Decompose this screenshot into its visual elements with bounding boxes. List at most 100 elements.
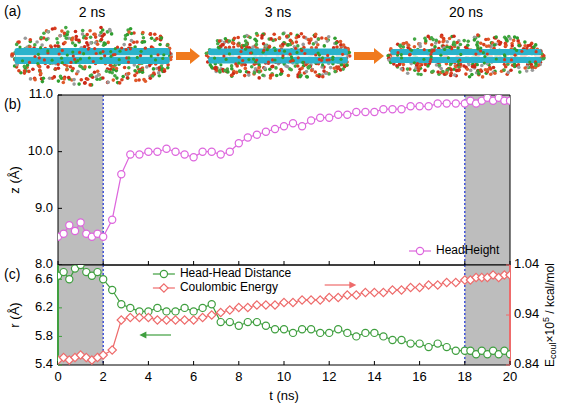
legend-marker (416, 247, 423, 254)
atom (335, 41, 339, 45)
x-tick (464, 261, 465, 265)
atom (62, 81, 66, 85)
atom (160, 36, 164, 40)
snapshot (205, 31, 352, 79)
snapshot-label: 3 ns (265, 4, 291, 20)
data-point (299, 123, 306, 130)
atom (10, 52, 14, 56)
atom (302, 35, 306, 39)
axis-arrow-head (349, 282, 356, 289)
atom (406, 67, 410, 71)
legend: HeadHeight (409, 243, 500, 257)
data-point (136, 151, 143, 158)
y2-axis-title-part: / kcal/mol (543, 263, 557, 317)
atom (523, 40, 527, 44)
data-point (325, 293, 333, 301)
atom (429, 60, 432, 63)
data-point (208, 301, 215, 308)
atom (248, 36, 252, 40)
atom (149, 32, 153, 36)
data-point (198, 313, 206, 321)
atom (423, 69, 427, 73)
atom (78, 51, 81, 54)
atom (281, 32, 285, 36)
atom (509, 68, 513, 72)
atom (476, 47, 479, 50)
atom (260, 34, 264, 38)
atom (445, 71, 449, 75)
atom (430, 50, 433, 53)
atom (413, 37, 417, 41)
atom (245, 43, 249, 47)
atom (93, 33, 97, 37)
atom (441, 70, 445, 74)
atom (90, 41, 94, 45)
atom (289, 53, 292, 56)
data-point (226, 148, 233, 155)
data-point (344, 329, 351, 336)
y2-tick (506, 365, 510, 366)
data-point (253, 131, 260, 138)
data-point (190, 308, 197, 315)
x-tick (103, 361, 104, 365)
atom (83, 81, 87, 85)
atom (247, 73, 251, 77)
atom (127, 66, 131, 70)
atom (127, 30, 131, 34)
atom (339, 40, 343, 44)
atom (455, 41, 459, 45)
data-point (144, 313, 152, 321)
atom (88, 83, 92, 87)
atom (65, 68, 69, 72)
atom (479, 49, 482, 52)
data-point (60, 269, 67, 276)
atom (479, 42, 483, 46)
atom (66, 54, 69, 57)
legend-label: HeadHeight (436, 243, 500, 257)
atom (525, 47, 528, 50)
atom (75, 38, 79, 42)
atom (98, 78, 102, 82)
atom (530, 65, 534, 69)
atom (510, 58, 513, 61)
atom (532, 45, 536, 49)
data-point (335, 111, 342, 118)
atom (295, 40, 299, 44)
data-point (180, 316, 188, 324)
atom (70, 38, 74, 42)
atom (398, 44, 402, 48)
atom (72, 55, 75, 58)
atom (236, 36, 240, 40)
atom (121, 75, 125, 79)
atom (314, 32, 318, 36)
atom (279, 73, 283, 77)
atom (341, 67, 345, 71)
data-point (244, 303, 252, 311)
x-tick (510, 261, 511, 265)
atom (508, 37, 512, 41)
atom (145, 65, 149, 69)
atom (300, 49, 303, 52)
atom (480, 64, 484, 68)
atom (93, 47, 96, 50)
atom (29, 38, 33, 42)
atom (67, 76, 71, 80)
data-point (289, 329, 296, 336)
atom (219, 63, 222, 66)
y2-axis-title-part: coul (548, 342, 558, 359)
atom (290, 55, 293, 58)
data-point (118, 171, 125, 178)
atom (150, 55, 153, 58)
rod (208, 57, 348, 64)
atom (93, 70, 97, 74)
atom (464, 72, 468, 76)
data-point (361, 288, 369, 296)
highlight-range (58, 95, 103, 265)
x-tick (148, 361, 149, 365)
y-tick-label: 6.6 (35, 271, 53, 286)
atom (518, 70, 522, 74)
atom (400, 56, 403, 59)
atom (266, 48, 269, 51)
data-point (407, 340, 414, 347)
atom (46, 49, 49, 52)
